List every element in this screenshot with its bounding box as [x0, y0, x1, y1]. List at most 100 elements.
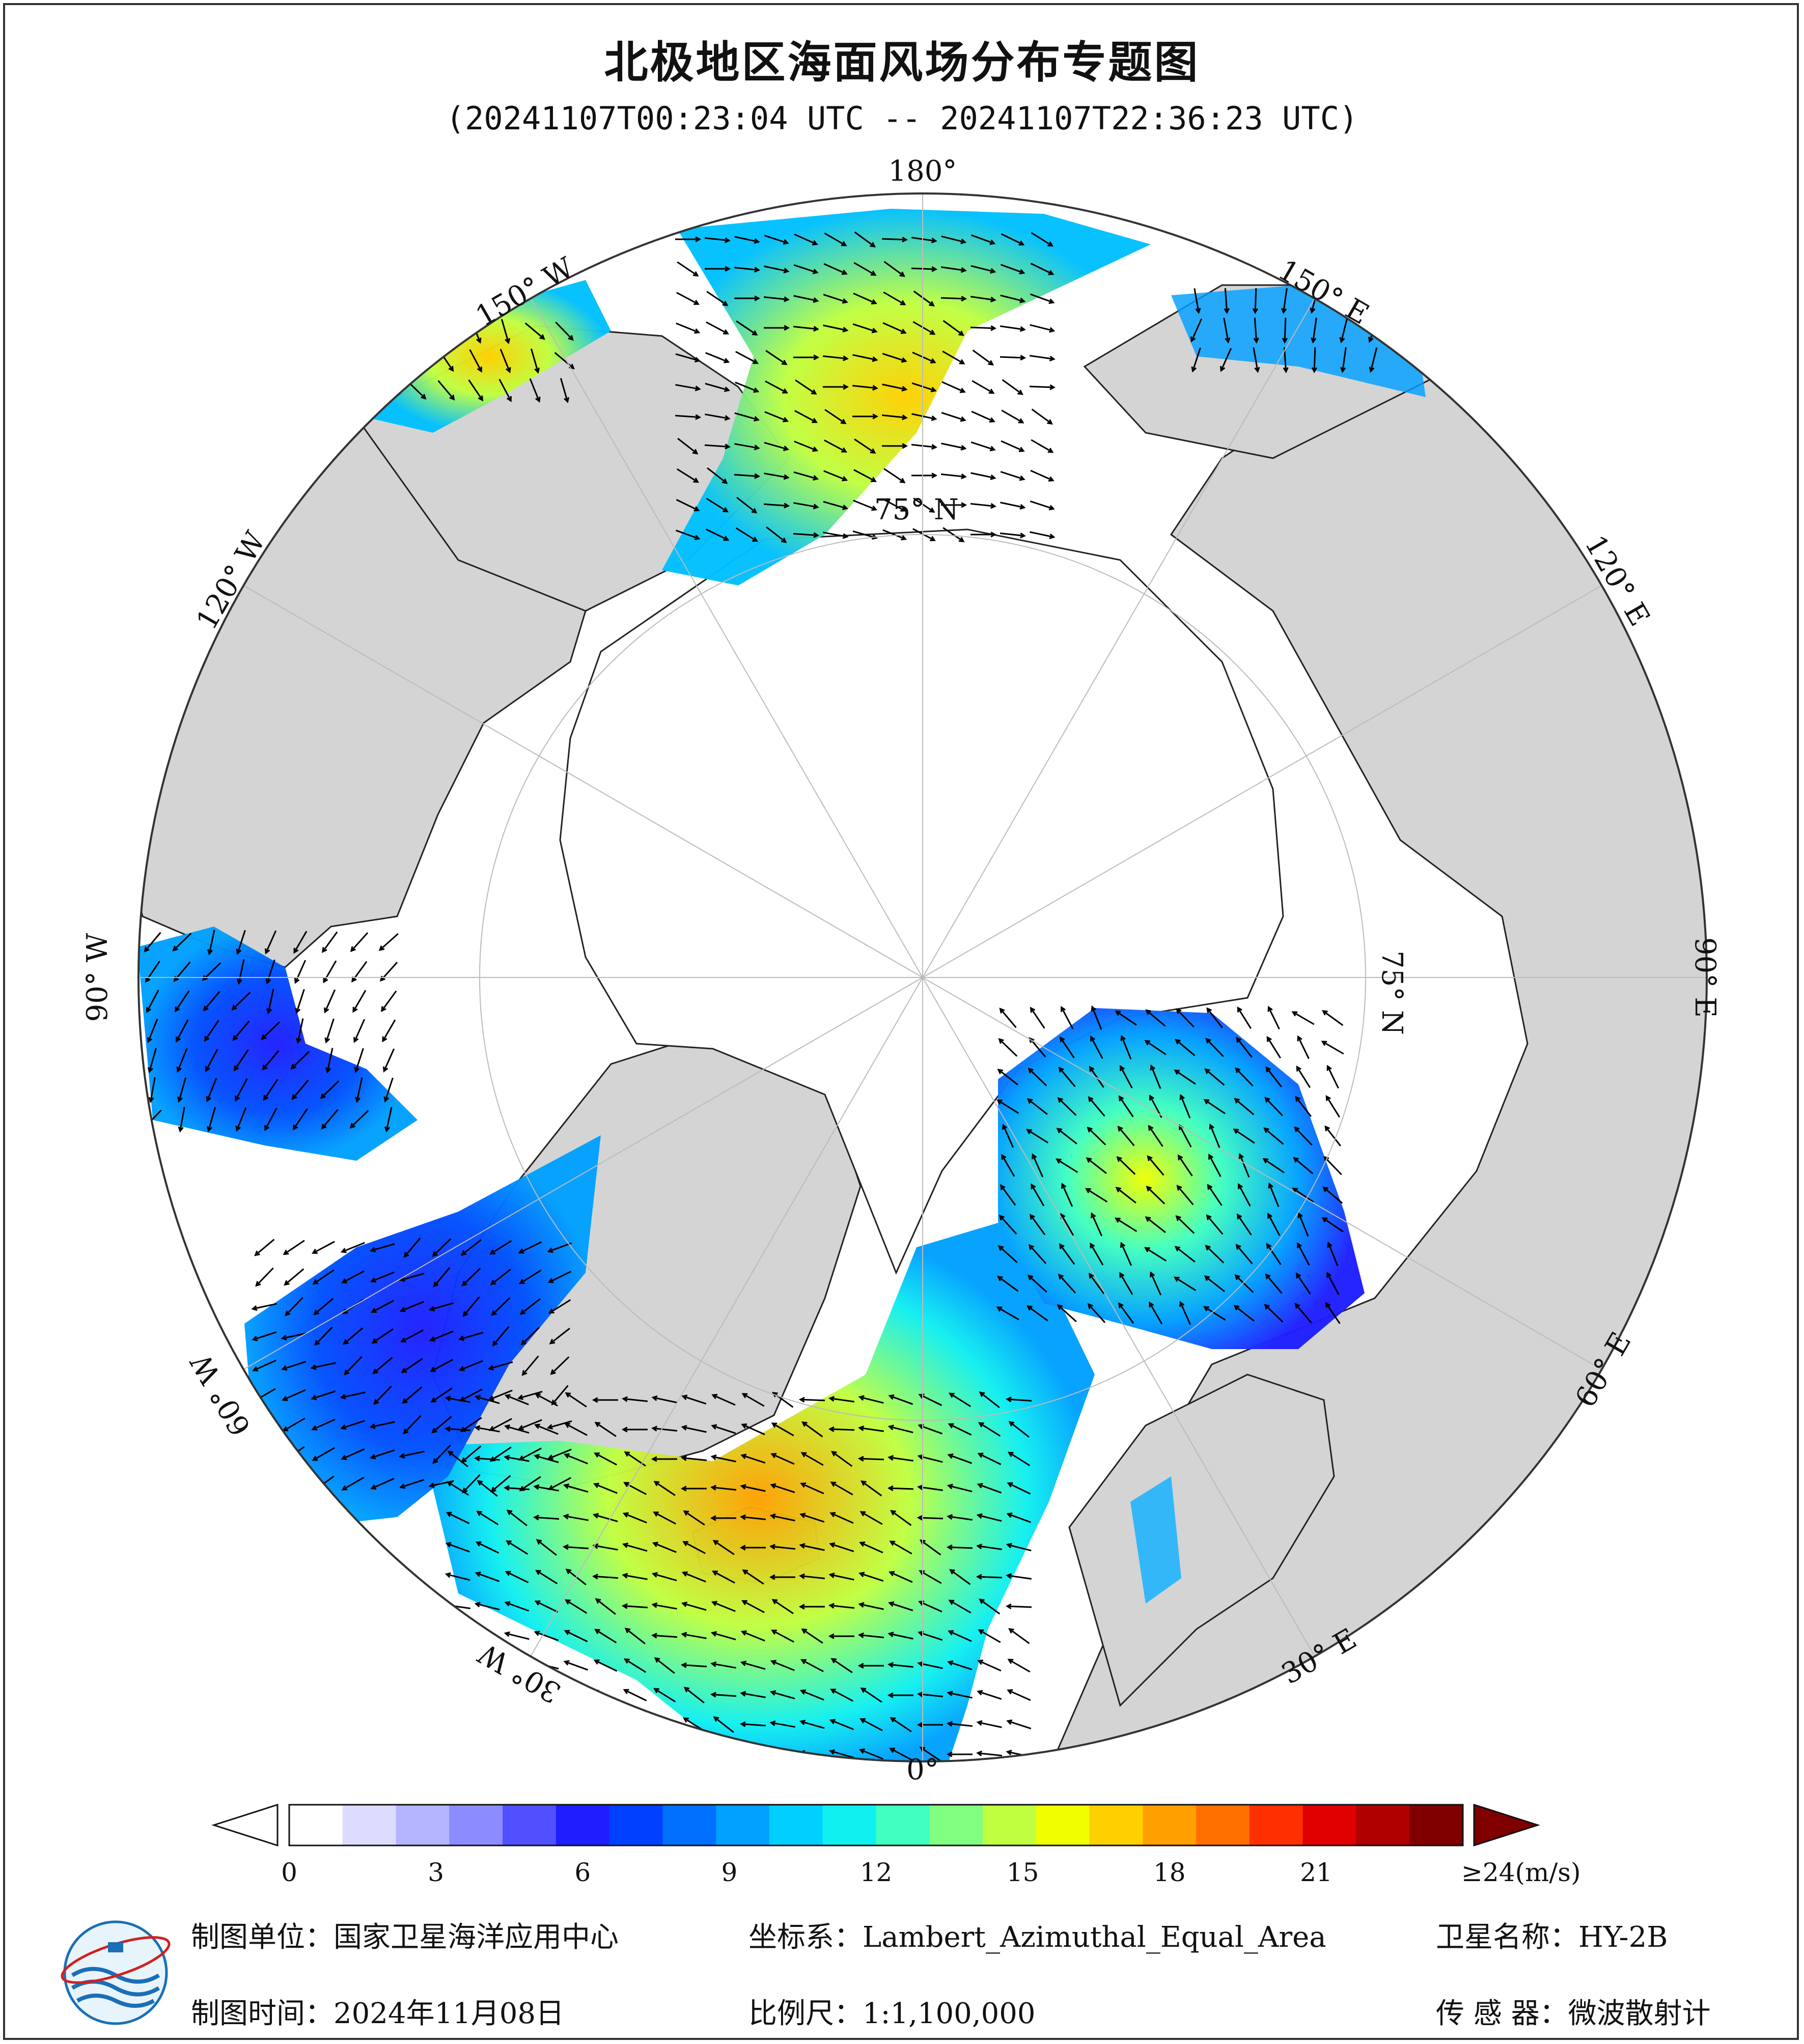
- wind-arrow: [970, 325, 997, 331]
- wind-arrow: [429, 1330, 454, 1342]
- wind-arrow: [1000, 264, 1025, 275]
- wind-arrow: [1174, 1246, 1196, 1263]
- wind-arrow: [1174, 1069, 1196, 1085]
- wind-arrow: [735, 527, 759, 542]
- wind-arrow: [622, 1719, 648, 1730]
- wind-arrow: [503, 1485, 530, 1491]
- wind-arrow: [1234, 1098, 1255, 1115]
- meridian-line: [922, 298, 1315, 978]
- wind-arrow: [490, 1475, 511, 1493]
- wind-arrow: [800, 1482, 824, 1495]
- wind-arrow: [799, 1719, 825, 1729]
- wind-arrow: [734, 412, 760, 422]
- wind-arrow: [823, 324, 849, 333]
- wind-arrow: [942, 527, 965, 543]
- wind-arrow: [710, 1692, 737, 1698]
- wind-arrow: [144, 932, 161, 953]
- wind-arrow: [713, 1716, 734, 1733]
- wind-arrow: [998, 1038, 1018, 1057]
- wind-arrow: [1000, 532, 1026, 539]
- wind-arrow: [887, 1455, 913, 1462]
- wind-arrow: [889, 1748, 912, 1761]
- wind-arrow: [1008, 1421, 1030, 1438]
- wind-arrow: [799, 1689, 824, 1701]
- wind-arrow: [794, 410, 818, 423]
- wind-arrow: [830, 1689, 853, 1702]
- wind-arrow: [1173, 1276, 1197, 1291]
- wind-arrow: [888, 1394, 913, 1405]
- wind-arrow: [1091, 1212, 1103, 1237]
- wind-arrow: [1000, 501, 1026, 510]
- wind-arrow: [281, 1332, 307, 1341]
- wind-arrow: [828, 1603, 855, 1609]
- wind-arrow: [1007, 1451, 1031, 1466]
- wind-arrow: [712, 1539, 735, 1555]
- wind-arrow: [399, 1479, 425, 1489]
- wind-arrow: [706, 291, 729, 306]
- footer-scale: 比例尺：1:1,100,000: [748, 1991, 1036, 2032]
- wind-arrow: [1234, 1274, 1254, 1293]
- wind-arrow: [506, 1509, 528, 1526]
- wind-arrow: [941, 235, 967, 244]
- wind-arrow: [622, 1749, 648, 1758]
- colorbar-cell: [1196, 1805, 1250, 1845]
- wind-arrow: [941, 266, 967, 273]
- wind-arrow: [266, 989, 274, 1015]
- wind-arrow: [1266, 1035, 1281, 1059]
- wind-arrow: [533, 1515, 560, 1521]
- parallel-75n: [479, 534, 1366, 1421]
- wind-arrow: [1120, 1065, 1133, 1088]
- wind-arrow: [1209, 1123, 1220, 1148]
- wind-arrow: [562, 1751, 589, 1757]
- wind-arrow: [1311, 347, 1318, 374]
- wind-arrow: [852, 413, 879, 419]
- colorbar-cells: [289, 1805, 1463, 1845]
- wind-arrow: [349, 1110, 369, 1129]
- wind-arrow: [534, 1423, 559, 1435]
- wind-arrow: [881, 236, 908, 243]
- wind-arrow: [148, 1077, 156, 1103]
- wind-arrow: [1088, 1096, 1105, 1117]
- wind-arrow: [399, 1450, 425, 1459]
- wind-arrow: [977, 1452, 1002, 1465]
- wind-arrow: [460, 1239, 482, 1256]
- wind-arrow: [828, 1633, 854, 1639]
- wind-arrow: [290, 1051, 310, 1070]
- wind-arrow: [1120, 1034, 1132, 1059]
- wind-arrow: [340, 1242, 365, 1253]
- wind-arrow: [594, 1452, 617, 1466]
- wind-arrow: [403, 1237, 421, 1258]
- meridian-line: [530, 977, 923, 1657]
- wind-arrow: [377, 351, 397, 370]
- wind-arrow: [460, 1417, 482, 1433]
- wind-arrow: [882, 383, 908, 392]
- colorbar-cell: [342, 1805, 397, 1845]
- colorbar-tick-label: 0: [281, 1858, 297, 1887]
- wind-arrow: [948, 1630, 972, 1642]
- wind-arrow: [742, 1746, 764, 1761]
- wind-arrow: [740, 1483, 766, 1492]
- colorbar-cell: [983, 1805, 1037, 1845]
- wind-arrow: [1087, 1303, 1106, 1323]
- wind-arrow: [1322, 1186, 1343, 1204]
- wind-arrow: [1000, 471, 1025, 481]
- wind-arrow: [911, 382, 937, 393]
- wind-arrow: [428, 1480, 454, 1489]
- wind-arrow: [255, 1474, 274, 1494]
- wind-arrow: [504, 1424, 530, 1434]
- wind-zone-baltic: [1130, 1476, 1181, 1604]
- wind-arrow: [283, 1240, 305, 1255]
- wind-arrow: [520, 1327, 540, 1346]
- wind-arrow: [370, 1271, 395, 1283]
- wind-arrow: [294, 960, 307, 984]
- wind-arrow: [769, 1513, 795, 1522]
- wind-arrow: [1267, 1005, 1280, 1030]
- colorbar: 0 3 6 9 12 15 18 21 ≥24(m/s): [211, 1803, 1580, 1887]
- wind-arrow: [1204, 1275, 1225, 1292]
- wind-arrow: [251, 1303, 277, 1311]
- wind-arrow: [295, 1018, 304, 1044]
- footer-sat-key: 卫星名称：: [1436, 1921, 1578, 1954]
- wind-arrow: [492, 1326, 510, 1347]
- colorbar-ticks: 0 3 6 9 12 15 18 21: [281, 1858, 1333, 1887]
- wind-arrow: [371, 1328, 394, 1344]
